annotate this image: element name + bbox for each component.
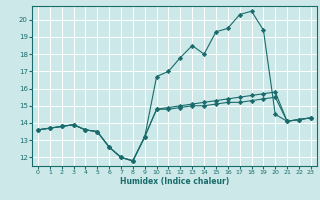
X-axis label: Humidex (Indice chaleur): Humidex (Indice chaleur)	[120, 177, 229, 186]
